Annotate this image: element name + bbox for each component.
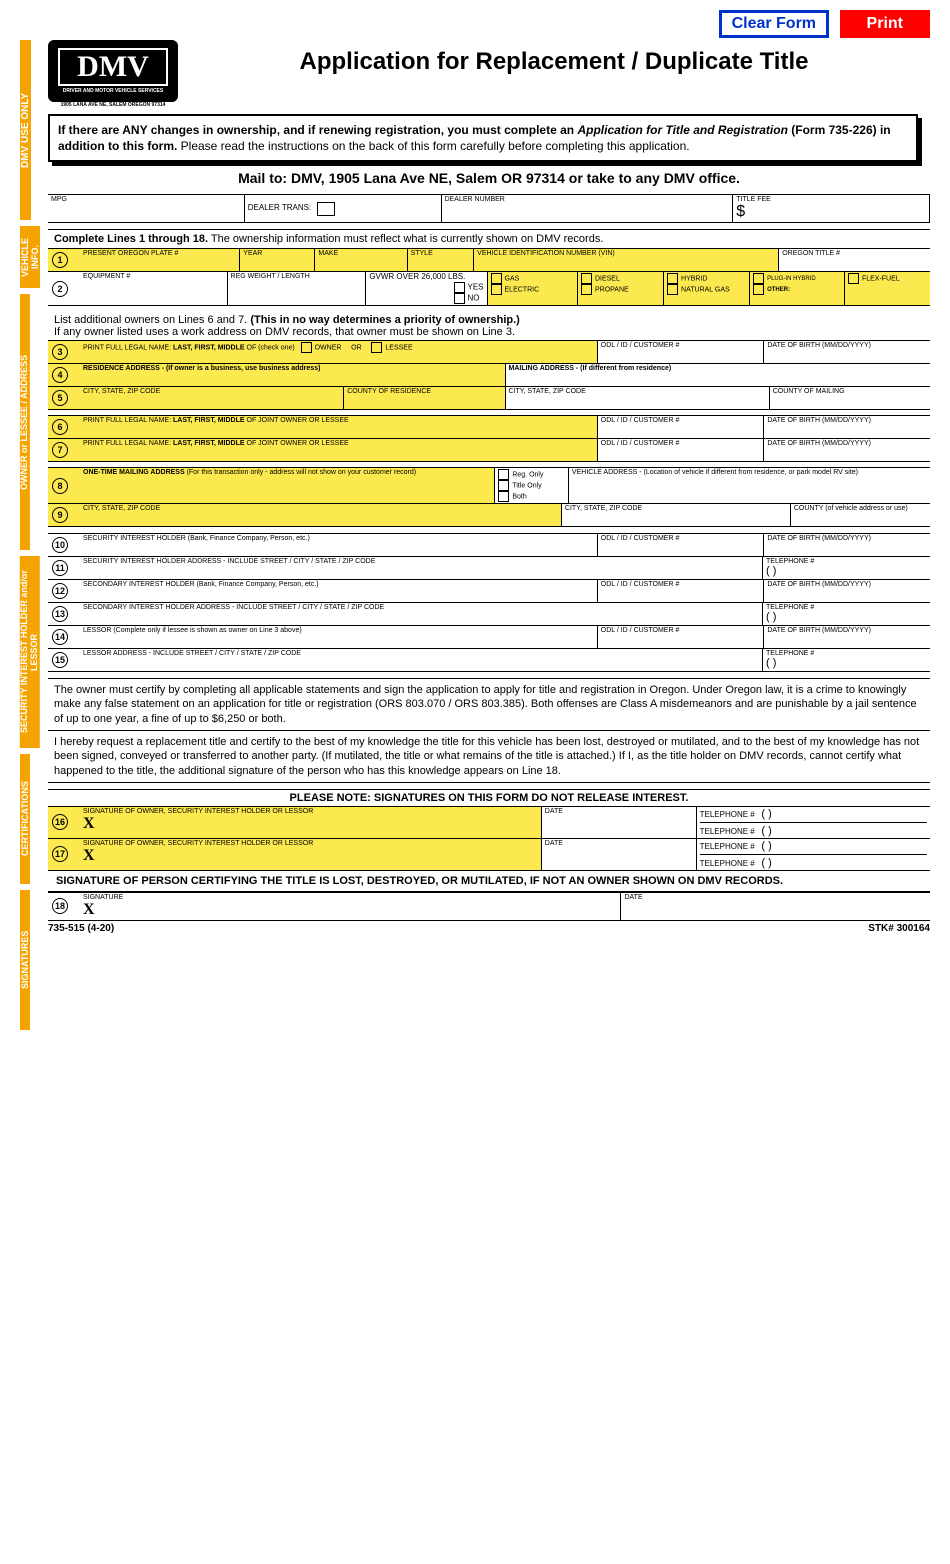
line-16: 16: [52, 814, 68, 830]
side-sig: SIGNATURES: [20, 890, 30, 1030]
line-9: 9: [52, 507, 68, 523]
footer: 735-515 (4-20) STK# 300164: [48, 923, 930, 934]
dealer-trans-label: DEALER TRANS:: [248, 204, 311, 213]
cert-text-2: I hereby request a replacement title and…: [48, 731, 930, 783]
line-15: 15: [52, 652, 68, 668]
side-owner: OWNER or LESSEE / ADDRESS: [20, 294, 30, 550]
reg-only-cb[interactable]: [498, 469, 509, 480]
print-button[interactable]: Print: [840, 10, 930, 38]
line-4: 4: [52, 367, 68, 383]
cert-text-1: The owner must certify by completing all…: [48, 678, 930, 731]
title-fee-label: TITLE FEE: [736, 196, 926, 203]
line-12: 12: [52, 583, 68, 599]
line-17: 17: [52, 846, 68, 862]
side-dmv: DMV USE ONLY: [20, 40, 31, 220]
sig-note: PLEASE NOTE: SIGNATURES ON THIS FORM DO …: [48, 789, 930, 806]
fuel-electric[interactable]: [491, 284, 502, 295]
line-3: 3: [52, 344, 68, 360]
notice-box: If there are ANY changes in ownership, a…: [48, 114, 918, 162]
fuel-other[interactable]: [753, 284, 764, 295]
gvwr-yes[interactable]: [454, 282, 465, 293]
title-only-cb[interactable]: [498, 480, 509, 491]
line-5: 5: [52, 390, 68, 406]
page-title: Application for Replacement / Duplicate …: [178, 40, 930, 76]
complete-instruction: Complete Lines 1 through 18. The ownersh…: [48, 229, 930, 248]
line-1: 1: [52, 252, 68, 268]
line-11: 11: [52, 560, 68, 576]
line-7: 7: [52, 442, 68, 458]
fuel-flex[interactable]: [848, 273, 859, 284]
fuel-hybrid[interactable]: [667, 273, 678, 284]
line-10: 10: [52, 537, 68, 553]
owner-intro: List additional owners on Lines 6 and 7.…: [48, 312, 930, 340]
mailto: Mail to: DMV, 1905 Lana Ave NE, Salem OR…: [48, 170, 930, 186]
fuel-plugin[interactable]: [753, 273, 764, 284]
fuel-propane[interactable]: [581, 284, 592, 295]
owner-cb[interactable]: [301, 342, 312, 353]
side-vehicle: VEHICLE INFO.: [20, 226, 40, 288]
both-cb[interactable]: [498, 491, 509, 502]
lessee-cb[interactable]: [371, 342, 382, 353]
dmv-logo: DMV DRIVER AND MOTOR VEHICLE SERVICES 19…: [48, 40, 178, 108]
fuel-gas[interactable]: [491, 273, 502, 284]
line-2: 2: [52, 281, 68, 297]
sig-person-header: SIGNATURE OF PERSON CERTIFYING THE TITLE…: [48, 871, 930, 891]
line-6: 6: [52, 419, 68, 435]
side-security: SECURITY INTEREST HOLDER and/or LESSOR: [20, 556, 40, 748]
gvwr-no[interactable]: [454, 293, 465, 304]
fuel-diesel[interactable]: [581, 273, 592, 284]
side-cert: CERTIFICATIONS: [20, 754, 30, 884]
dealer-trans-checkbox[interactable]: [317, 202, 335, 216]
fuel-natgas[interactable]: [667, 284, 678, 295]
line-8: 8: [52, 478, 68, 494]
line-14: 14: [52, 629, 68, 645]
clear-form-button[interactable]: Clear Form: [719, 10, 829, 38]
line-18: 18: [52, 898, 68, 914]
line-13: 13: [52, 606, 68, 622]
mpg-label: MPG: [51, 196, 241, 203]
dealer-number-label: DEALER NUMBER: [445, 196, 730, 203]
